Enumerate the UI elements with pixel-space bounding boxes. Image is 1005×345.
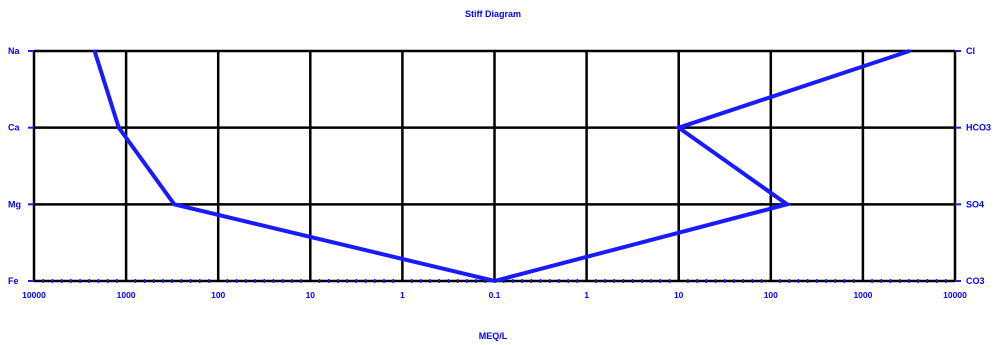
x-tick-label: 1 [400, 290, 405, 300]
data-point [172, 202, 176, 206]
chart-title: Stiff Diagram [465, 9, 521, 19]
cation-label: Mg [8, 199, 21, 209]
x-axis-label: MEQ/L [479, 331, 508, 341]
anion-label: CO3 [966, 276, 985, 286]
anion-label: Cl [966, 46, 975, 56]
cation-label: Fe [8, 276, 19, 286]
x-tick-label: 1 [584, 290, 589, 300]
x-tick-label: 10000 [22, 290, 46, 300]
x-tick-label: 1000 [853, 290, 872, 300]
x-tick-labels: 10000 1000 100 10 1 0.1 1 10 100 1000 10000 [22, 290, 967, 300]
stiff-polygon [92, 49, 911, 284]
x-tick-label: 10 [674, 290, 684, 300]
data-series [92, 49, 911, 284]
ion-labels: Na Ca Mg Fe Cl HCO3 SO4 CO3 [8, 46, 991, 286]
data-point [907, 49, 911, 53]
cation-label: Na [8, 46, 20, 56]
data-point [677, 126, 681, 130]
data-point [93, 49, 97, 53]
x-tick-label: 0.1 [489, 290, 501, 300]
data-point [117, 126, 121, 130]
x-tick-label: 1000 [117, 290, 136, 300]
anion-label: HCO3 [966, 123, 991, 133]
x-tick-label: 100 [764, 290, 778, 300]
data-point [785, 202, 789, 206]
x-tick-label: 10000 [943, 290, 967, 300]
data-point [493, 279, 496, 283]
x-tick-label: 10 [306, 290, 316, 300]
cation-label: Ca [8, 123, 20, 133]
grid [28, 49, 961, 283]
x-tick-label: 100 [211, 290, 225, 300]
anion-label: SO4 [966, 199, 984, 209]
